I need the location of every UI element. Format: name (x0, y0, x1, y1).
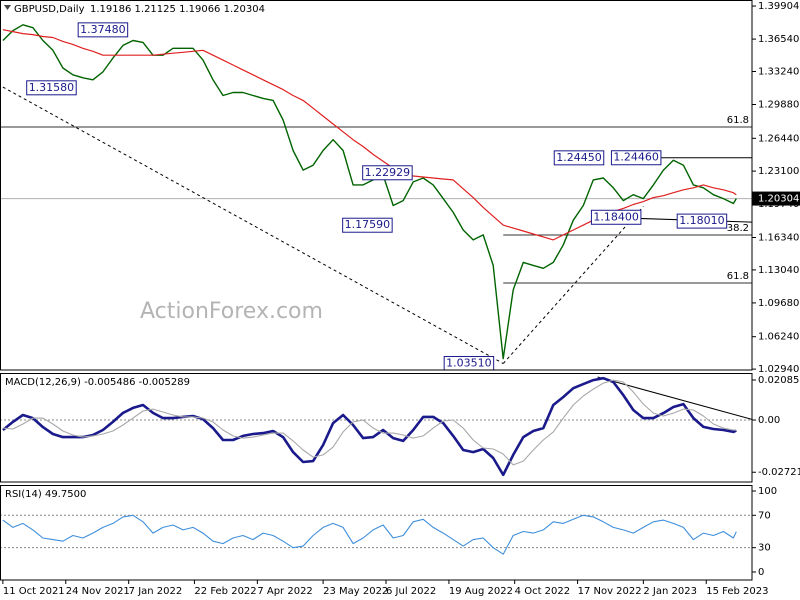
annotation-label: 1.18400 (593, 210, 639, 223)
annotation-box (590, 209, 642, 225)
watermark: ActionForex.com (140, 299, 323, 324)
y-tick-label: 100 (758, 486, 777, 497)
level-label: 61.8 (727, 271, 749, 282)
annotation-box (342, 217, 393, 233)
panel-frame (0, 0, 753, 371)
moving-average-line (2, 29, 737, 241)
symbol-icon (4, 5, 11, 10)
panel: 100 70 30 0 RSI(14) 49.7500 (0, 485, 777, 581)
annotation-label: 1.03510 (446, 357, 492, 370)
quote: 1.19186 1.21125 1.19066 1.20304 (90, 4, 265, 15)
annotation-box (610, 150, 662, 166)
y-tick-label: 70 (758, 510, 771, 521)
y-tick-label: 1.36540 (758, 34, 799, 45)
x-tick-label: 11 Oct 2021 (3, 586, 65, 597)
panel-title: RSI(14) 49.7500 (5, 489, 86, 500)
annotation: 1.31580 (26, 80, 77, 96)
panel: 0.020858 0.00 -0.027213 MACD(12,26,9) -0.00… (0, 373, 800, 483)
annotation: 1.03510 (443, 356, 495, 370)
annotation: 1.18400 (590, 209, 642, 225)
x-tick-label: 19 Aug 2022 (449, 586, 513, 597)
annotation-label: 1.24450 (556, 151, 602, 164)
annotation-box (676, 213, 728, 229)
annotation: 1.22929 (362, 165, 413, 181)
x-tick-label: 7 Apr 2022 (257, 586, 312, 597)
annotation-label: 1.37480 (80, 23, 126, 36)
last-price-tag (752, 191, 800, 206)
panel-body (0, 514, 752, 555)
annotation-box (443, 356, 495, 370)
trendline (502, 206, 644, 364)
y-tick-label: 1.02940 (758, 364, 799, 375)
annotation-label: 1.31580 (29, 81, 75, 94)
y-tick-label: 1.39904 (758, 1, 799, 12)
x-tick-label: 22 Feb 2022 (194, 586, 256, 597)
level-label: 38.2 (727, 223, 749, 234)
trendline (2, 86, 504, 364)
y-tick-label: -0.027213 (758, 467, 800, 478)
annotation-box (553, 150, 605, 166)
annotation-label: 1.18010 (679, 214, 725, 227)
y-tick-label: 1.33240 (758, 67, 799, 78)
annotation: 1.17590 (342, 217, 393, 233)
annotation-label: 1.24460 (613, 151, 659, 164)
panel-body: ActionForex.com 61.8 38.2 61.8 1.37480 1.3158… (0, 22, 752, 370)
signal-line (2, 379, 737, 466)
annotation: 1.24460 (610, 150, 662, 166)
annotation-box (362, 165, 413, 181)
x-tick-label: 7 Jan 2022 (129, 586, 183, 597)
y-tick-label: 0 (758, 567, 764, 578)
last-price-label: 1.20304 (758, 194, 799, 205)
rsi-line (2, 514, 737, 555)
annotation: 1.24450 (553, 150, 605, 166)
annotation-label: 1.22929 (365, 166, 411, 179)
panel: ActionForex.com 61.8 38.2 61.8 1.37480 1.3158… (0, 0, 800, 375)
annotation-box (26, 80, 77, 96)
y-tick-label: 0.020858 (758, 375, 800, 386)
annotation: 1.18010 (676, 213, 728, 229)
y-tick-label: 0.00 (758, 415, 780, 426)
annotation-box (77, 22, 129, 38)
y-tick-label: 1.16340 (758, 232, 799, 243)
panel-frame (0, 373, 753, 483)
x-tick-label: 24 Nov 2021 (66, 586, 130, 597)
annotation-label: 1.17590 (345, 218, 391, 231)
x-tick-label: 15 Feb 2023 (706, 586, 768, 597)
x-tick-label: 17 Nov 2022 (578, 586, 642, 597)
panel-title: MACD(12,26,9) -0.005486 -0.005289 (5, 377, 190, 388)
y-tick-label: 1.09680 (758, 298, 799, 309)
trendline (597, 376, 752, 420)
y-tick-label: 1.23100 (758, 166, 799, 177)
y-tick-label: 1.26440 (758, 133, 799, 144)
level-label: 61.8 (727, 115, 749, 126)
x-tick-label: 6 Jul 2022 (386, 586, 436, 597)
x-tick-label: 4 Oct 2022 (515, 586, 570, 597)
y-tick-label: 1.29880 (758, 100, 799, 111)
panel-body (0, 376, 752, 477)
y-tick-label: 1.13040 (758, 265, 799, 276)
panel-frame (0, 485, 753, 581)
x-tick-label: 2 Jan 2023 (643, 586, 697, 597)
panel-title: GBPUSD,Daily (14, 4, 85, 15)
x-tick-label: 23 May 2022 (323, 586, 388, 597)
y-tick-label: 1.06240 (758, 332, 799, 343)
macd-line (2, 376, 737, 477)
annotation: 1.37480 (77, 22, 129, 38)
y-tick-label: 30 (758, 543, 771, 554)
